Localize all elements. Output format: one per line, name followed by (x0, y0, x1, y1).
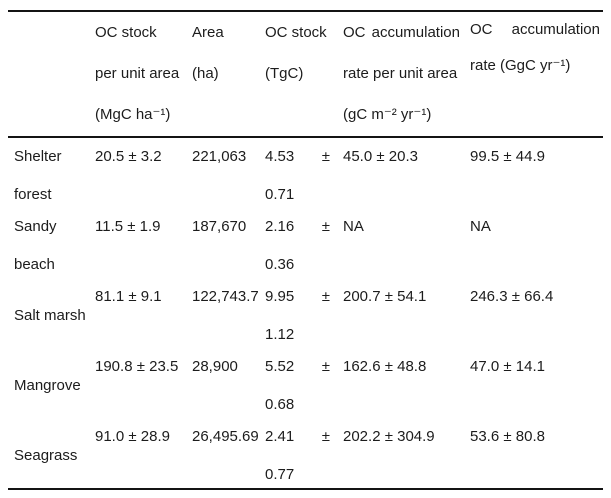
oc-accumulation-rate-per-unit-area-value: 45.0 ± 20.3 (343, 148, 418, 165)
header-word: accumulation (511, 21, 600, 38)
oc-stock-tgc-value: 2.16 ±0.36 (265, 208, 343, 284)
plus-minus-sign: ± (321, 428, 330, 445)
oc-accumulation-rate-value: 53.6 ± 80.8 (470, 428, 545, 445)
table-row: Mangrove 190.8 ± 23.5 28,900 5.52 ±0.68 162.6… (8, 348, 603, 418)
header-line: rate (GgC yr⁻¹) (470, 57, 571, 74)
area-value: 221,063 (192, 148, 247, 165)
area-value: 26,495.69 (192, 428, 259, 445)
header-line: (MgC ha⁻¹) (95, 106, 171, 123)
oc-accumulation-rate-value: 47.0 ± 14.1 (470, 358, 545, 375)
table-row: Salt marsh 81.1 ± 9.1 122,743.7 9.95 ±1.12 20… (8, 278, 603, 348)
header-line: OC accumulation (343, 12, 460, 53)
habitat-label-cell: Shelter forest (8, 138, 95, 214)
area-value: 28,900 (192, 358, 238, 375)
value-number: 2.16 (265, 218, 295, 235)
oc-stock-per-unit-area-value: 190.8 ± 23.5 (95, 358, 179, 375)
value-error-line: 0.71 (265, 186, 295, 203)
habitat-label-cell: Sandy beach (8, 208, 95, 284)
value-number: 9.95 (265, 288, 295, 305)
oc-accumulation-rate-value: 99.5 ± 44.9 (470, 148, 545, 165)
habitat-label: Mangrove (14, 377, 81, 394)
habitat-label: Shelter forest (14, 148, 62, 203)
plus-minus-sign: ± (321, 288, 330, 305)
header-line: OC stock (95, 24, 157, 41)
header-line: rate per unit area (343, 65, 458, 82)
table-row: Seagrass 91.0 ± 28.9 26,495.69 2.41 ±0.77 202… (8, 418, 603, 488)
table-header-row: OC stock per unit area (MgC ha⁻¹) Area (ha) O… (8, 12, 603, 138)
plus-minus-sign: ± (321, 148, 330, 165)
oc-stock-tgc-value: 5.52 ±0.68 (265, 348, 343, 424)
value-number: 5.52 (265, 358, 295, 375)
oc-stock-per-unit-area-value: 91.0 ± 28.9 (95, 428, 170, 445)
habitat-column-header (8, 12, 95, 136)
header-line: Area (192, 24, 224, 41)
value-main-line: 5.52 ± (265, 348, 343, 386)
value-main-line: 2.16 ± (265, 208, 343, 246)
table-row: Shelter forest 20.5 ± 3.2 221,063 4.53 ±0.71… (8, 138, 603, 208)
value-error-line: 1.12 (265, 326, 295, 343)
header-word: OC (470, 21, 493, 38)
header-line: (TgC) (265, 65, 304, 82)
oc-accumulation-rate-per-unit-area-value: 202.2 ± 304.9 (343, 428, 435, 445)
value-error-line: 0.68 (265, 396, 295, 413)
header-line: (gC m⁻² yr⁻¹) (343, 106, 432, 123)
habitat-label: Salt marsh (14, 307, 86, 324)
area-header: Area (ha) (192, 12, 265, 136)
header-line: OC accumulation (470, 12, 600, 48)
habitat-label-cell: Seagrass (8, 418, 95, 494)
value-number: 4.53 (265, 148, 295, 165)
oc-accumulation-rate-per-unit-area-value: 200.7 ± 54.1 (343, 288, 427, 305)
area-value: 122,743.7 (192, 288, 259, 305)
oc-accumulation-rate-value: 246.3 ± 66.4 (470, 288, 554, 305)
oc-accumulation-rate-header: OC accumulation rate (GgC yr⁻¹) (470, 12, 603, 136)
header-word: OC (343, 24, 366, 41)
value-main-line: 9.95 ± (265, 278, 343, 316)
oc-accumulation-rate-per-unit-area-value: NA (343, 218, 364, 235)
plus-minus-sign: ± (321, 358, 330, 375)
plus-minus-sign: ± (321, 218, 330, 235)
oc-accumulation-rate-per-unit-area-value: 162.6 ± 48.8 (343, 358, 427, 375)
habitat-label-cell: Salt marsh (8, 278, 95, 354)
oc-stock-per-unit-area-header: OC stock per unit area (MgC ha⁻¹) (95, 12, 192, 136)
oc-stock-tgc-value: 9.95 ±1.12 (265, 278, 343, 354)
table-body: Shelter forest 20.5 ± 3.2 221,063 4.53 ±0.71… (8, 138, 603, 488)
oc-stock-tgc-header: OC stock (TgC) (265, 12, 343, 136)
habitat-label: Sandy beach (14, 218, 57, 273)
value-main-line: 2.41 ± (265, 418, 343, 456)
oc-stock-tgc-value: 2.41 ±0.77 (265, 418, 343, 494)
table-row: Sandy beach 11.5 ± 1.9 187,670 2.16 ±0.36 NA N… (8, 208, 603, 278)
value-number: 2.41 (265, 428, 295, 445)
area-value: 187,670 (192, 218, 247, 235)
oc-stock-table: OC stock per unit area (MgC ha⁻¹) Area (ha) O… (8, 10, 603, 490)
header-line: (ha) (192, 65, 219, 82)
value-main-line: 4.53 ± (265, 138, 343, 176)
header-line: OC stock (265, 24, 327, 41)
value-error-line: 0.36 (265, 256, 295, 273)
header-word: accumulation (371, 24, 460, 41)
habitat-label-cell: Mangrove (8, 348, 95, 424)
oc-accumulation-rate-value: NA (470, 218, 491, 235)
oc-stock-per-unit-area-value: 20.5 ± 3.2 (95, 148, 162, 165)
oc-accumulation-rate-per-unit-area-header: OC accumulation rate per unit area (gC m⁻² … (343, 12, 470, 136)
oc-stock-tgc-value: 4.53 ±0.71 (265, 138, 343, 214)
habitat-label: Seagrass (14, 447, 78, 464)
oc-stock-per-unit-area-value: 11.5 ± 1.9 (95, 218, 161, 235)
value-error-line: 0.77 (265, 466, 295, 483)
oc-stock-per-unit-area-value: 81.1 ± 9.1 (95, 288, 162, 305)
header-line: per unit area (95, 65, 180, 82)
